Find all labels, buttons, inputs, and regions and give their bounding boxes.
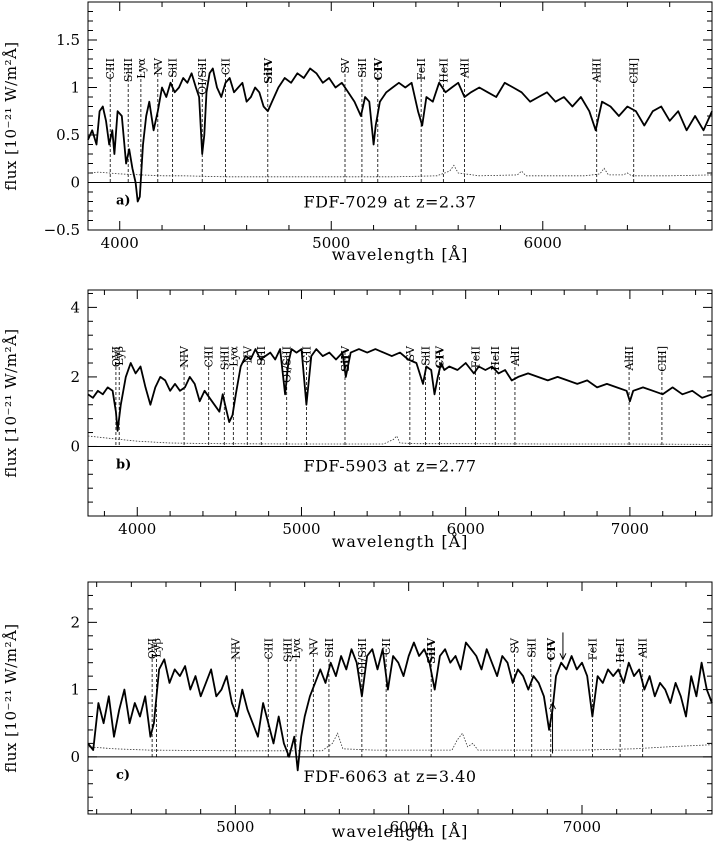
line-label: Lyα <box>290 637 303 658</box>
x-tick-label: 5000 <box>312 234 350 252</box>
flux-spectrum-line <box>87 348 713 432</box>
line-label: CIII <box>203 346 216 367</box>
line-label: NV <box>152 57 165 76</box>
panel-label: b) <box>116 457 131 472</box>
flux-spectrum-line <box>87 67 713 203</box>
x-tick-label: 5000 <box>216 818 254 836</box>
line-label: NIV <box>229 637 242 660</box>
x-axis-label: wavelength [Å] <box>332 531 469 551</box>
x-axis-label: wavelength [Å] <box>332 244 469 264</box>
line-label: AlIII <box>591 58 604 84</box>
line-label: CIV <box>545 638 558 661</box>
x-tick-label: 6000 <box>390 818 428 836</box>
line-label: SV <box>339 57 352 74</box>
panel-a: 4000 5000 6000 −0.5 0 0.5 1 1.5 wavelength [Å] fl… <box>2 1 713 264</box>
line-label: HeII <box>614 638 627 663</box>
line-label: NV <box>307 637 320 656</box>
y-tick-label: 2 <box>70 368 80 386</box>
line-label: Lyα <box>227 345 240 366</box>
line-label: FeII <box>415 58 428 80</box>
y-tick-label: 2 <box>70 613 80 631</box>
y-tick-label: 1 <box>70 681 80 699</box>
arrow-up-head <box>549 701 556 710</box>
panel-label: c) <box>116 768 130 783</box>
line-label: CIII] <box>656 346 669 372</box>
line-label: FeII <box>586 638 599 660</box>
plot-frame <box>87 581 713 815</box>
line-label: CIII <box>262 638 275 659</box>
arrow-down-head <box>559 653 567 661</box>
y-tick-label: 1.5 <box>56 31 80 49</box>
y-tick-label: 1 <box>70 79 80 97</box>
plot-frame <box>87 289 713 517</box>
line-label: SiIII <box>281 638 294 662</box>
line-label: SiII <box>356 58 369 78</box>
line-label: NIV <box>178 345 191 368</box>
object-label: FDF-6063 at z=3.40 <box>303 767 476 786</box>
line-label: Lyα <box>135 57 148 78</box>
line-label: SV <box>508 637 521 654</box>
line-label: CIII] <box>628 58 641 84</box>
x-tick-label: 6000 <box>447 520 485 538</box>
x-tick-label: 4000 <box>118 520 156 538</box>
x-tick-label: 4000 <box>101 234 139 252</box>
line-label: OVI <box>110 346 123 367</box>
line-label: AlII <box>459 58 472 79</box>
y-tick-label: 0.5 <box>56 126 80 144</box>
y-axis-label: flux [10⁻²¹ W/m²Å] <box>2 41 20 190</box>
line-label: SiII <box>255 346 268 366</box>
line-label: SiII <box>526 638 539 658</box>
line-label: OVI <box>146 638 159 659</box>
panel-b: 4000 5000 6000 7000 0 2 4 wavelength [Å] flux [1… <box>2 289 713 551</box>
line-label: SiII <box>419 346 432 366</box>
noise-spectrum-line <box>87 435 713 445</box>
y-tick-label: 4 <box>70 298 80 316</box>
line-label: HeII <box>489 346 502 371</box>
y-tick-label: 0 <box>70 437 80 455</box>
noise-spectrum-line <box>87 164 713 178</box>
y-tick-label: −0.5 <box>44 221 80 239</box>
y-tick-label: 0 <box>70 174 80 192</box>
line-label: CIV <box>372 58 385 81</box>
panel-label: a) <box>116 194 131 209</box>
line-label: CIV <box>433 346 446 369</box>
y-tick-label: 0 <box>70 748 80 766</box>
line-label: FeII <box>470 346 483 368</box>
line-label: OI/SiII <box>196 58 209 95</box>
line-label: SiIV <box>262 58 275 84</box>
line-label: SiII <box>167 58 180 78</box>
x-tick-label: 5000 <box>282 520 320 538</box>
line-label: SiII <box>323 638 336 658</box>
line-label: HeII <box>437 58 450 83</box>
line-label: SV <box>404 345 417 362</box>
line-label: Lyβ <box>150 638 163 658</box>
object-label: FDF-5903 at z=2.77 <box>303 456 476 475</box>
line-label: AlIII <box>623 346 636 372</box>
line-label: SiIII <box>122 58 135 82</box>
line-label: Lyβ <box>113 346 126 366</box>
line-label: SiIII <box>218 346 231 370</box>
line-label: AlII <box>637 638 650 659</box>
x-tick-label: 7000 <box>563 818 601 836</box>
line-label: SiIV <box>425 638 438 664</box>
line-label: AlII <box>509 346 522 367</box>
line-label: CII <box>219 58 232 75</box>
flux-spectrum-line <box>87 641 713 772</box>
line-label: CIII <box>104 58 117 79</box>
x-tick-label: 7000 <box>611 520 649 538</box>
object-label: FDF-7029 at z=2.37 <box>303 193 476 212</box>
noise-spectrum-line <box>87 732 713 752</box>
y-axis-label: flux [10⁻²¹ W/m²Å] <box>2 623 20 772</box>
x-tick-label: 6000 <box>524 234 562 252</box>
panel-c: 5000 6000 7000 0 1 2 wavelength [Å] flux [10⁻²¹… <box>2 581 713 841</box>
y-axis-label: flux [10⁻²¹ W/m²Å] <box>2 328 20 477</box>
x-axis-label: wavelength [Å] <box>332 821 469 841</box>
